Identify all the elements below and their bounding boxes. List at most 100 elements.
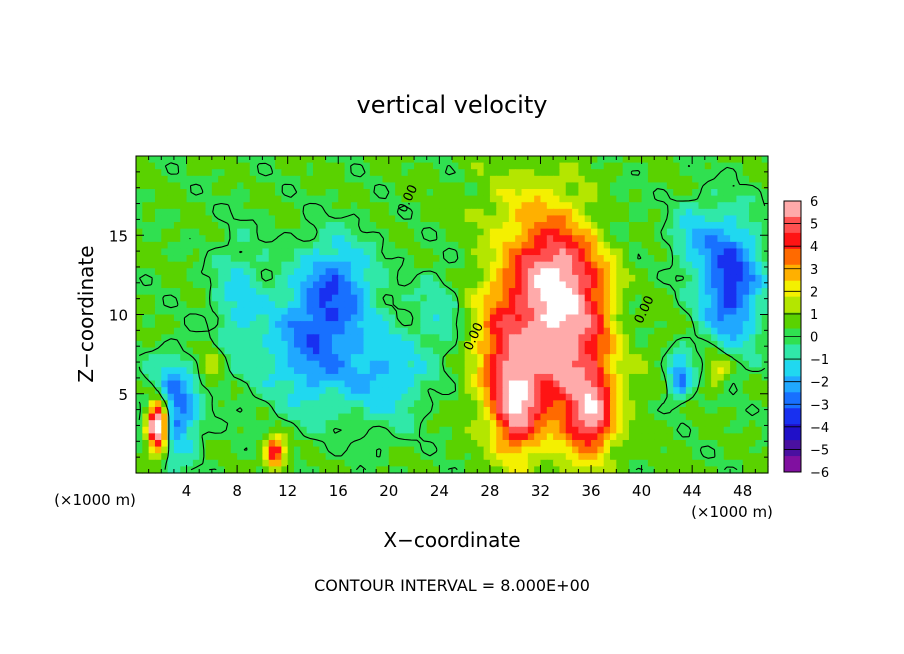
heatmap-cell xyxy=(584,340,592,349)
heatmap-cell xyxy=(148,453,156,461)
heatmap-cell xyxy=(338,327,346,335)
heatmap-cell xyxy=(458,347,466,355)
heatmap-cell xyxy=(692,433,700,441)
heatmap-cell xyxy=(559,400,567,408)
heatmap-cell xyxy=(319,182,327,190)
heatmap-cell xyxy=(401,248,409,256)
heatmap-cell xyxy=(515,420,523,428)
heatmap-cell xyxy=(647,202,655,210)
heatmap-cell xyxy=(622,334,630,342)
heatmap-cell xyxy=(312,393,320,401)
heatmap-cell xyxy=(433,241,440,250)
heatmap-cell xyxy=(572,314,579,322)
heatmap-cell xyxy=(420,281,428,289)
heatmap-cell xyxy=(527,261,535,269)
heatmap-cell xyxy=(565,294,573,302)
heatmap-cell xyxy=(230,222,238,230)
heatmap-cell xyxy=(363,255,371,263)
heatmap-cell xyxy=(470,195,478,203)
heatmap-cell xyxy=(527,235,535,243)
heatmap-cell xyxy=(508,466,516,474)
heatmap-cell xyxy=(515,162,523,170)
heatmap-cell xyxy=(186,215,194,223)
heatmap-cell xyxy=(704,321,712,329)
heatmap-cell xyxy=(312,400,320,408)
heatmap-cell xyxy=(458,314,466,322)
heatmap-cell xyxy=(357,248,365,256)
heatmap-cell xyxy=(730,459,737,467)
heatmap-cell xyxy=(414,446,421,454)
heatmap-cell xyxy=(711,268,719,276)
heatmap-cell xyxy=(407,195,415,203)
heatmap-cell xyxy=(331,281,339,289)
heatmap-cell xyxy=(401,453,409,461)
heatmap-cell xyxy=(294,307,301,316)
heatmap-cell xyxy=(704,294,712,302)
heatmap-cell xyxy=(470,169,478,177)
heatmap-cell xyxy=(755,347,763,355)
heatmap-cell xyxy=(496,321,504,329)
heatmap-cell xyxy=(401,162,409,170)
heatmap-cell xyxy=(154,274,162,283)
heatmap-cell xyxy=(755,453,763,461)
heatmap-cell xyxy=(470,307,478,316)
heatmap-cell xyxy=(610,321,617,329)
heatmap-cell xyxy=(502,248,510,256)
heatmap-cell xyxy=(489,162,497,170)
heatmap-cell xyxy=(515,459,523,467)
heatmap-cell xyxy=(300,235,308,243)
heatmap-cell xyxy=(603,380,611,388)
heatmap-cell xyxy=(388,367,396,375)
heatmap-cell xyxy=(281,446,289,454)
heatmap-cell xyxy=(312,274,320,283)
heatmap-cell xyxy=(154,321,162,329)
heatmap-cell xyxy=(483,274,491,283)
heatmap-cell xyxy=(540,340,548,349)
heatmap-cell xyxy=(723,446,731,454)
heatmap-cell xyxy=(167,393,175,401)
heatmap-cell xyxy=(319,215,327,223)
heatmap-cell xyxy=(294,222,301,230)
heatmap-cell xyxy=(407,459,415,467)
heatmap-cell xyxy=(218,340,226,349)
heatmap-cell xyxy=(458,373,466,382)
heatmap-cell xyxy=(312,202,320,210)
heatmap-cell xyxy=(628,354,636,362)
heatmap-cell xyxy=(597,459,605,467)
heatmap-cell xyxy=(420,340,428,349)
heatmap-cell xyxy=(173,327,181,335)
heatmap-cell xyxy=(622,274,630,283)
heatmap-cell xyxy=(685,420,693,428)
heatmap-cell xyxy=(249,182,257,190)
heatmap-cell xyxy=(584,439,592,448)
heatmap-cell xyxy=(597,327,605,335)
colorbar-tick-label: 5 xyxy=(810,218,818,233)
heatmap-cell xyxy=(660,340,668,349)
heatmap-cell xyxy=(578,255,586,263)
heatmap-cell xyxy=(540,373,548,382)
heatmap-cell xyxy=(755,321,763,329)
heatmap-cell xyxy=(237,301,245,309)
heatmap-cell xyxy=(761,169,769,177)
heatmap-cell xyxy=(635,420,643,428)
heatmap-cell xyxy=(730,261,737,269)
heatmap-cell xyxy=(218,294,226,302)
heatmap-cell xyxy=(730,241,737,250)
heatmap-cell xyxy=(344,340,352,349)
heatmap-cell xyxy=(470,268,478,276)
heatmap-cell xyxy=(666,334,674,342)
heatmap-cell xyxy=(508,261,516,269)
heatmap-cell xyxy=(660,195,668,203)
heatmap-cell xyxy=(218,162,226,170)
heatmap-cell xyxy=(755,156,763,164)
heatmap-cell xyxy=(730,406,737,415)
heatmap-cell xyxy=(622,340,630,349)
heatmap-cell xyxy=(641,301,649,309)
heatmap-cell xyxy=(433,175,440,184)
heatmap-cell xyxy=(641,387,649,395)
heatmap-cell xyxy=(192,439,200,448)
heatmap-cell xyxy=(654,459,662,467)
heatmap-cell xyxy=(717,156,725,164)
heatmap-cell xyxy=(603,347,611,355)
heatmap-cell xyxy=(572,453,579,461)
